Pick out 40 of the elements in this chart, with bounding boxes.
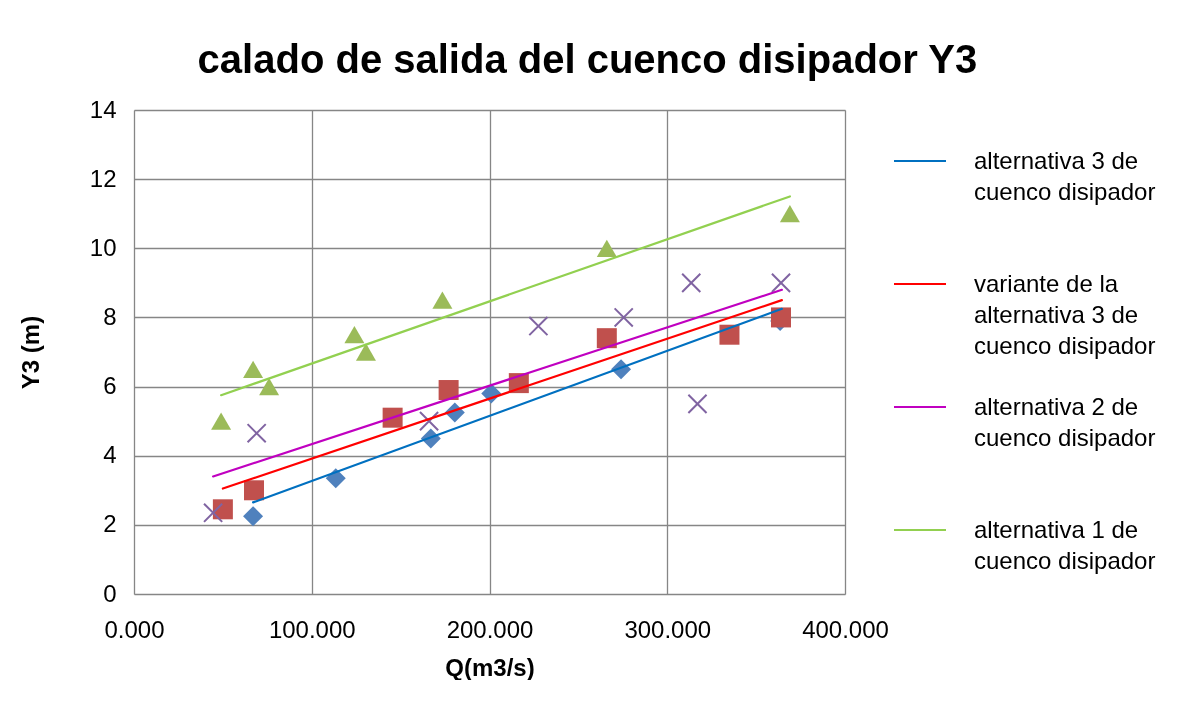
y-tick-label: 0 bbox=[103, 579, 117, 607]
point bbox=[432, 291, 453, 309]
legend-label: alternativa 1 de cuenco disipador bbox=[974, 516, 1156, 574]
point bbox=[779, 205, 800, 223]
y-tick-label: 4 bbox=[103, 441, 117, 469]
legend-label: alternativa 3 de cuenco disipador bbox=[974, 147, 1156, 205]
point bbox=[596, 239, 617, 257]
point bbox=[243, 480, 264, 501]
y-tick-label: 2 bbox=[103, 510, 117, 538]
x-tick-label: 0.000 bbox=[104, 615, 165, 643]
point bbox=[613, 307, 634, 328]
y-tick-label: 10 bbox=[89, 233, 117, 261]
y-axis-title: Y3 (m) bbox=[16, 315, 44, 390]
point bbox=[681, 272, 702, 293]
point bbox=[243, 360, 264, 378]
point bbox=[770, 272, 792, 293]
point bbox=[344, 326, 365, 344]
x-tick-label: 300.000 bbox=[624, 615, 712, 643]
point bbox=[528, 315, 549, 337]
chart-title: calado de salida del cuenco disipador Y3 bbox=[197, 37, 978, 81]
y-tick-label: 8 bbox=[103, 302, 117, 330]
point bbox=[243, 506, 264, 527]
x-tick-label: 100.000 bbox=[268, 615, 356, 643]
x-axis-title: Q(m3/s) bbox=[445, 653, 535, 681]
point bbox=[596, 328, 617, 349]
x-tick-label: 200.000 bbox=[446, 615, 534, 643]
point bbox=[259, 377, 280, 396]
point bbox=[355, 343, 376, 361]
point bbox=[203, 502, 224, 523]
point bbox=[418, 411, 440, 432]
legend-label: variante de la alternativa 3 de cuenco disipador bbox=[974, 270, 1156, 359]
y-tick-label: 6 bbox=[103, 372, 117, 400]
x-tick-label: 400.000 bbox=[802, 615, 889, 643]
legend-label: alternativa 2 de cuenco disipador bbox=[974, 393, 1156, 451]
point bbox=[246, 423, 267, 444]
y-tick-label: 14 bbox=[89, 95, 117, 123]
point bbox=[687, 393, 708, 414]
y-tick-label: 12 bbox=[89, 164, 117, 192]
point bbox=[211, 412, 232, 430]
point bbox=[438, 380, 459, 401]
